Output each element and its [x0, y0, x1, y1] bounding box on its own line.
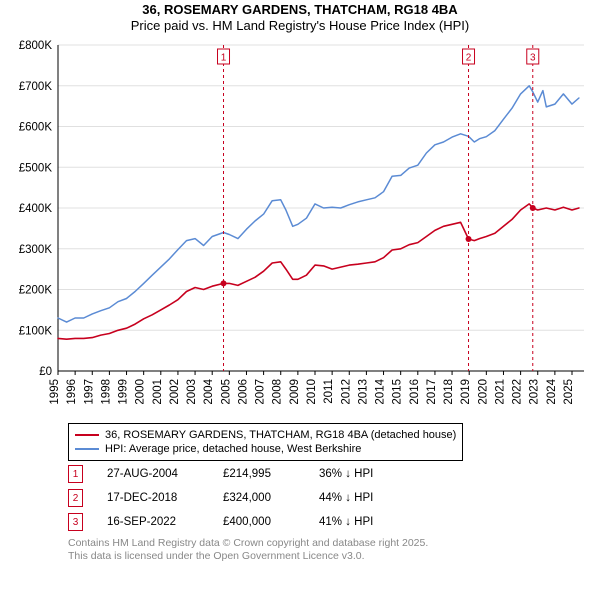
svg-text:1998: 1998 [100, 379, 112, 405]
event-price: £324,000 [223, 492, 295, 504]
svg-text:2001: 2001 [152, 379, 164, 405]
event-hpi: 44% ↓ HPI [319, 492, 373, 504]
svg-text:2006: 2006 [237, 379, 249, 405]
chart-title: 36, ROSEMARY GARDENS, THATCHAM, RG18 4BA [6, 2, 594, 18]
event-row: 1 27-AUG-2004 £214,995 36% ↓ HPI [68, 465, 594, 483]
svg-text:2017: 2017 [426, 379, 438, 405]
svg-text:2004: 2004 [203, 378, 215, 404]
event-price: £400,000 [223, 516, 295, 528]
event-hpi: 41% ↓ HPI [319, 516, 373, 528]
svg-text:2000: 2000 [135, 379, 147, 405]
legend: 36, ROSEMARY GARDENS, THATCHAM, RG18 4BA… [68, 423, 463, 462]
svg-text:2020: 2020 [477, 379, 489, 405]
svg-text:2003: 2003 [186, 379, 198, 405]
svg-text:2010: 2010 [306, 379, 318, 405]
svg-text:2021: 2021 [494, 378, 506, 404]
svg-text:£500K: £500K [19, 162, 53, 174]
event-date: 16-SEP-2022 [107, 516, 199, 528]
event-hpi: 36% ↓ HPI [319, 468, 373, 480]
event-date: 27-AUG-2004 [107, 468, 199, 480]
event-price: £214,995 [223, 468, 295, 480]
credit-text: Contains HM Land Registry data © Crown c… [68, 537, 594, 563]
svg-text:1: 1 [221, 52, 227, 63]
svg-text:1995: 1995 [49, 379, 61, 405]
svg-text:£600K: £600K [19, 121, 53, 133]
svg-text:£800K: £800K [19, 40, 53, 52]
event-marker: 2 [68, 489, 83, 507]
svg-text:2023: 2023 [529, 379, 541, 405]
svg-text:2013: 2013 [357, 379, 369, 405]
svg-text:£700K: £700K [19, 80, 53, 92]
legend-label: 36, ROSEMARY GARDENS, THATCHAM, RG18 4BA… [105, 428, 456, 442]
event-table: 1 27-AUG-2004 £214,995 36% ↓ HPI 2 17-DEC-201… [68, 465, 594, 531]
svg-text:2019: 2019 [460, 379, 472, 405]
svg-text:2016: 2016 [409, 379, 421, 405]
svg-text:2024: 2024 [546, 378, 558, 404]
chart-subtitle: Price paid vs. HM Land Registry's House … [6, 18, 594, 34]
svg-text:3: 3 [530, 52, 536, 63]
svg-text:2012: 2012 [340, 379, 352, 405]
credit-line2: This data is licensed under the Open Gov… [68, 550, 594, 563]
credit-line1: Contains HM Land Registry data © Crown c… [68, 537, 594, 550]
svg-text:2022: 2022 [512, 379, 524, 405]
svg-text:£200K: £200K [19, 284, 53, 296]
svg-text:2011: 2011 [323, 379, 335, 404]
event-marker: 1 [68, 465, 83, 483]
svg-text:2014: 2014 [375, 378, 387, 404]
svg-text:£400K: £400K [19, 203, 53, 215]
svg-text:1996: 1996 [66, 379, 78, 405]
svg-text:1999: 1999 [118, 379, 130, 405]
svg-text:1997: 1997 [83, 379, 95, 405]
svg-text:2007: 2007 [255, 379, 267, 405]
svg-text:£0: £0 [39, 366, 52, 378]
svg-text:2008: 2008 [272, 379, 284, 405]
legend-item: 36, ROSEMARY GARDENS, THATCHAM, RG18 4BA… [75, 428, 456, 442]
svg-text:2018: 2018 [443, 379, 455, 405]
svg-text:2005: 2005 [220, 379, 232, 405]
svg-text:2025: 2025 [563, 379, 575, 405]
event-row: 3 16-SEP-2022 £400,000 41% ↓ HPI [68, 513, 594, 531]
legend-swatch [75, 434, 99, 436]
event-date: 17-DEC-2018 [107, 492, 199, 504]
svg-text:£100K: £100K [19, 325, 53, 337]
price-chart: £0 £100K £200K £300K £400K £500K £600K £700K £80… [6, 39, 594, 419]
svg-text:2002: 2002 [169, 379, 181, 405]
legend-swatch [75, 448, 99, 450]
svg-text:£300K: £300K [19, 243, 53, 255]
event-marker: 3 [68, 513, 83, 531]
svg-text:2009: 2009 [289, 379, 301, 405]
legend-item: HPI: Average price, detached house, West… [75, 442, 456, 456]
svg-text:2015: 2015 [392, 379, 404, 405]
legend-label: HPI: Average price, detached house, West… [105, 442, 361, 456]
event-row: 2 17-DEC-2018 £324,000 44% ↓ HPI [68, 489, 594, 507]
svg-text:2: 2 [466, 52, 472, 63]
